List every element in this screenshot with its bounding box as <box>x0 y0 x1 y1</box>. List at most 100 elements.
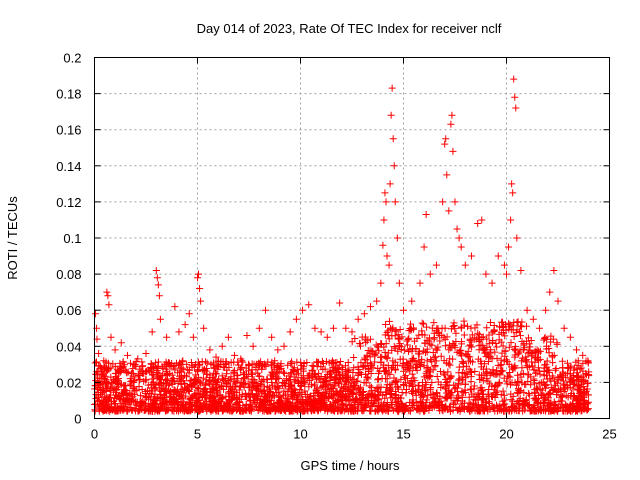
roti-point <box>474 220 482 228</box>
roti-noise-point <box>574 357 582 365</box>
roti-noise-point <box>480 407 488 415</box>
roti-noise-point <box>174 407 182 415</box>
roti-noise-point <box>283 397 291 405</box>
roti-noise-point <box>497 391 505 399</box>
roti-point <box>107 333 115 341</box>
roti-noise-point <box>451 397 459 405</box>
roti-noise-point <box>463 371 471 379</box>
roti-noise-point <box>564 406 572 414</box>
roti-noise-point <box>284 398 292 406</box>
roti-noise-point <box>313 375 321 383</box>
roti-noise-point <box>268 368 276 376</box>
roti-noise-point <box>563 359 571 367</box>
roti-noise-point <box>541 395 549 403</box>
roti-noise-point <box>543 381 551 389</box>
roti-noise-point <box>475 346 483 354</box>
roti-point <box>379 241 387 249</box>
roti-noise-point <box>330 399 338 407</box>
roti-noise-point <box>467 367 475 375</box>
x-tick-label: 10 <box>293 427 307 442</box>
roti-noise-point <box>322 388 330 396</box>
roti-noise-point <box>201 401 209 409</box>
roti-noise-point <box>174 379 182 387</box>
roti-noise-point <box>423 323 431 331</box>
roti-noise-point <box>392 405 400 413</box>
roti-point <box>354 315 362 323</box>
roti-point <box>299 306 307 314</box>
roti-noise-point <box>574 396 582 404</box>
roti-point <box>453 225 461 233</box>
roti-point <box>457 243 465 251</box>
roti-noise-point <box>264 397 272 405</box>
roti-noise-point <box>367 396 375 404</box>
roti-noise-point <box>213 379 221 387</box>
roti-noise-point <box>493 354 501 362</box>
roti-noise-point <box>203 365 211 373</box>
roti-noise-point <box>465 393 473 401</box>
x-tick-label: 0 <box>91 427 98 442</box>
roti-noise-point <box>552 365 560 373</box>
roti-point <box>510 75 518 83</box>
roti-noise-point <box>466 357 474 365</box>
roti-noise-point <box>363 373 371 381</box>
y-tick-label: 0 <box>74 412 81 427</box>
roti-noise-point <box>317 383 325 391</box>
roti-point <box>142 350 150 358</box>
roti-noise-point <box>167 376 175 384</box>
roti-noise-point <box>164 386 172 394</box>
roti-point <box>105 301 113 309</box>
roti-noise-point <box>248 386 256 394</box>
roti-noise-point <box>436 367 444 375</box>
roti-noise-point <box>103 380 111 388</box>
roti-noise-point <box>494 361 502 369</box>
roti-noise-point <box>539 378 547 386</box>
roti-noise-point <box>511 362 519 370</box>
roti-noise-point <box>530 366 538 374</box>
roti-point <box>445 207 453 215</box>
roti-noise-point <box>424 391 432 399</box>
roti-point <box>175 328 183 336</box>
roti-noise-point <box>181 371 189 379</box>
roti-noise-point <box>183 401 191 409</box>
roti-noise-point <box>433 373 441 381</box>
roti-noise-point <box>452 329 460 337</box>
roti-noise-point <box>336 406 344 414</box>
roti-noise-point <box>387 394 395 402</box>
roti-noise-point <box>585 368 593 376</box>
roti-noise-point <box>435 328 443 336</box>
roti-noise-point <box>396 340 404 348</box>
roti-noise-point <box>429 348 437 356</box>
roti-noise-point <box>370 392 378 400</box>
roti-point <box>443 171 451 179</box>
roti-point <box>243 331 251 339</box>
roti-noise-point <box>333 398 341 406</box>
roti-noise-point <box>493 401 501 409</box>
roti-noise-point <box>542 361 550 369</box>
roti-noise-point <box>187 403 195 411</box>
roti-noise-point <box>543 357 551 365</box>
roti-noise-point <box>162 398 170 406</box>
roti-noise-point <box>194 385 202 393</box>
roti-noise-point <box>333 369 341 377</box>
roti-noise-point <box>485 331 493 339</box>
roti-noise-point <box>582 399 590 407</box>
roti-point <box>377 279 385 287</box>
roti-noise-point <box>209 385 217 393</box>
roti-noise-point <box>102 403 110 411</box>
roti-noise-point <box>314 388 322 396</box>
roti-noise-point <box>100 397 108 405</box>
roti-noise-point <box>374 406 382 414</box>
roti-point <box>455 234 463 242</box>
roti-point <box>535 324 543 332</box>
roti-point <box>373 297 381 305</box>
roti-noise-point <box>573 369 581 377</box>
roti-noise-point <box>382 352 390 360</box>
roti-noise-point <box>177 394 185 402</box>
roti-noise-point <box>299 372 307 380</box>
roti-noise-point <box>517 386 525 394</box>
roti-point <box>439 198 447 206</box>
roti-noise-point <box>160 385 168 393</box>
roti-noise-point <box>580 400 588 408</box>
roti-point <box>181 321 189 329</box>
roti-point <box>387 111 395 119</box>
